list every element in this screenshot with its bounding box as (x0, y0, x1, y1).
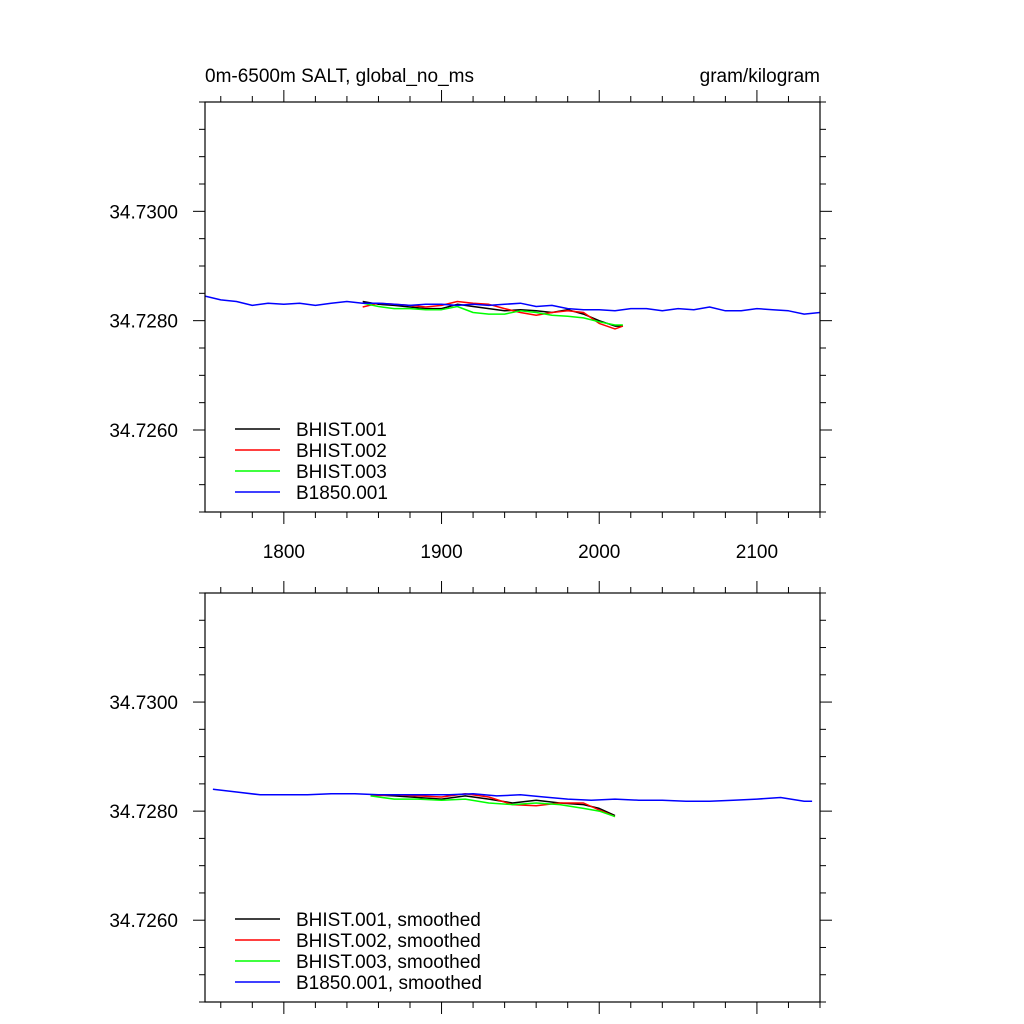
legend-label: BHIST.002, smoothed (296, 931, 481, 952)
series-line-b1850-001-smoothed (212, 788, 813, 803)
y-tick-label: 34.7300 (109, 693, 178, 714)
series-line-bhist-003-smoothed (370, 795, 616, 818)
legend-label: BHIST.003 (296, 462, 387, 483)
series-line-bhist-002-smoothed (370, 792, 616, 818)
x-tick-label: 2100 (736, 542, 778, 563)
x-tick-label: 1800 (263, 542, 305, 563)
y-tick-label: 34.7260 (109, 421, 178, 442)
legend-label: B1850.001, smoothed (296, 973, 482, 994)
y-tick-label: 34.7280 (109, 802, 178, 823)
x-tick-label: 1900 (420, 542, 462, 563)
y-tick-label: 34.7260 (109, 911, 178, 932)
series-line-bhist-003 (362, 302, 623, 326)
chart-units-label: gram/kilogram (700, 66, 820, 87)
legend-label: BHIST.002 (296, 441, 387, 462)
series-line-b1850-001 (205, 295, 820, 315)
plot-frame (204, 101, 821, 513)
y-tick-label: 34.7300 (109, 202, 178, 223)
legend-label: BHIST.001 (296, 420, 387, 441)
top-panel: 0m-6500m SALT, global_no_ms gram/kilogra… (109, 66, 832, 563)
legend-label: BHIST.003, smoothed (296, 952, 481, 973)
legend-label: B1850.001 (296, 483, 388, 504)
y-tick-label: 34.7280 (109, 312, 178, 333)
chart-title-left: 0m-6500m SALT, global_no_ms (205, 66, 474, 87)
plot-frame (204, 592, 821, 1003)
bottom-panel: 34.7260 34.7280 34.7300 BHIST.001, smoothed… (109, 581, 832, 1014)
x-tick-label: 2000 (578, 542, 620, 563)
legend-label: BHIST.001, smoothed (296, 910, 481, 931)
